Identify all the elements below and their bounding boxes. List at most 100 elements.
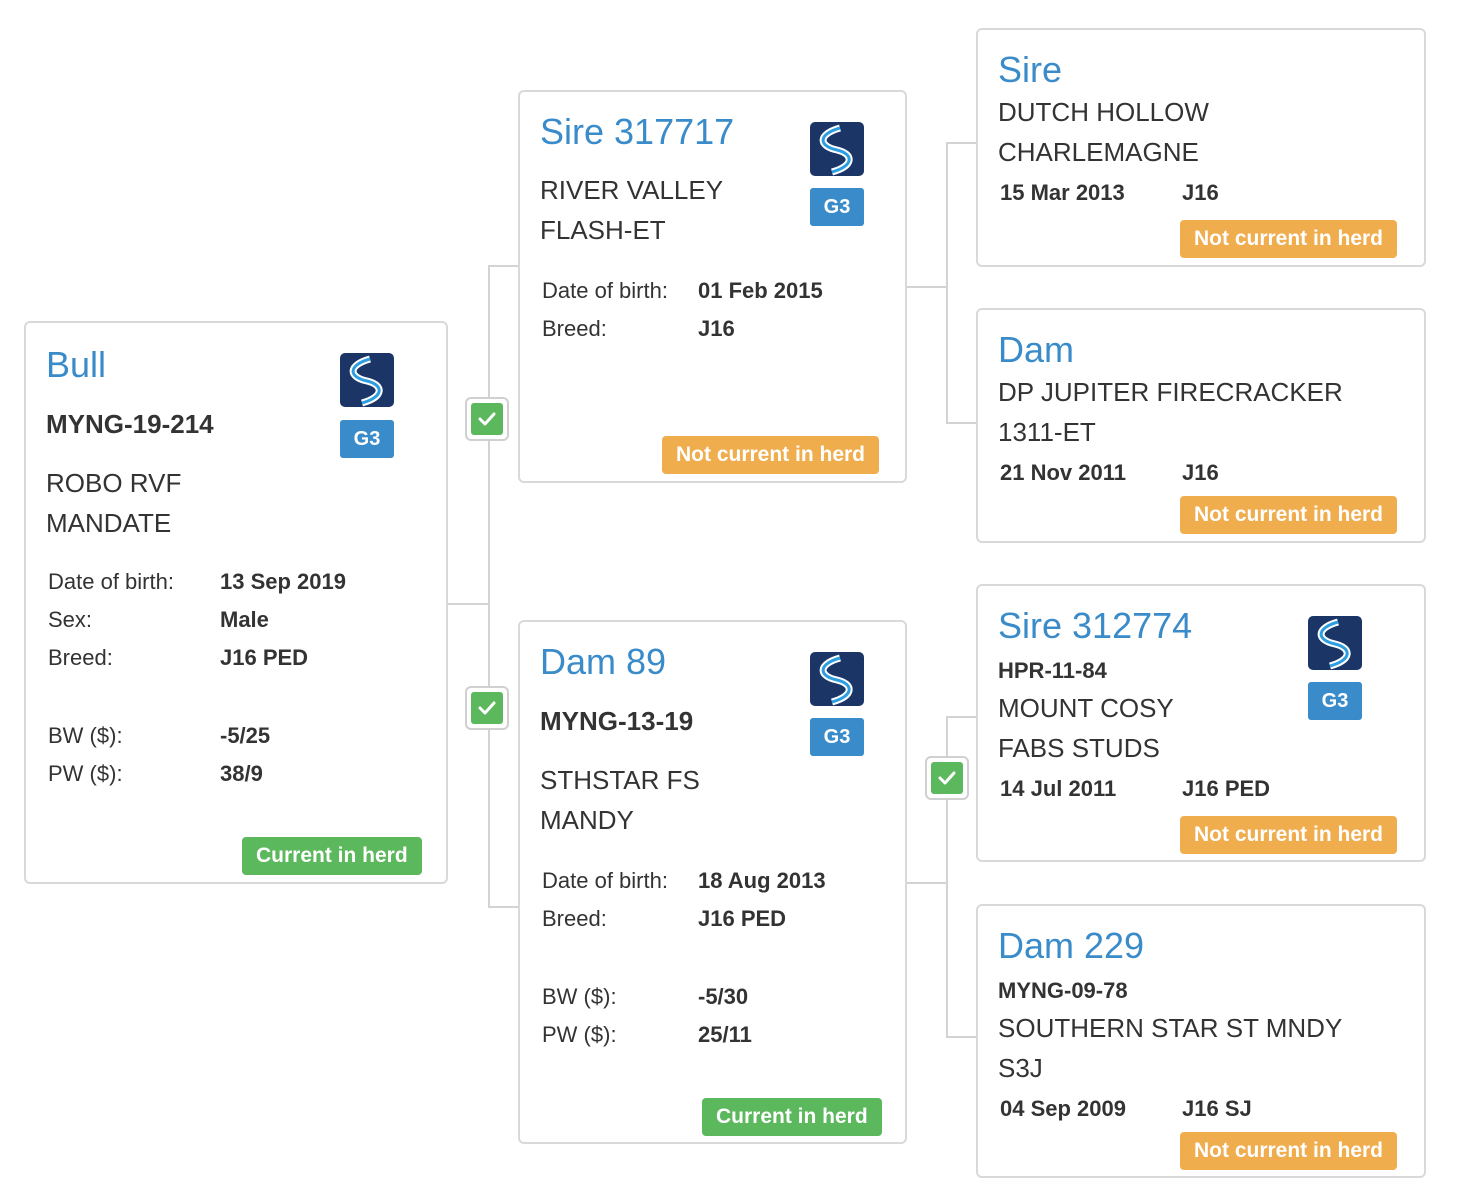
animal-name: STHSTAR FS MANDY: [540, 760, 700, 840]
maternal-grandsire-card[interactable]: Sire 312774 G3 HPR-11-84 MOUNT COSY FABS…: [976, 584, 1426, 862]
breed-value: J16: [698, 316, 735, 341]
animal-name: RIVER VALLEY FLASH-ET: [540, 170, 723, 250]
pw-value: 25/11: [698, 1022, 752, 1047]
herd-status-badge: Current in herd: [242, 837, 422, 875]
bw-value: -5/30: [698, 984, 749, 1009]
g3-badge: G3: [810, 188, 864, 226]
connector-line: [488, 265, 520, 267]
sire-verified-check[interactable]: [465, 397, 509, 441]
genomic-logo-icon: [1308, 616, 1362, 670]
animal-name-line: FLASH-ET: [540, 215, 666, 245]
animal-name: SOUTHERN STAR ST MNDY S3J: [998, 1008, 1342, 1088]
breed-label: Breed:: [542, 316, 607, 341]
bull-card[interactable]: Bull G3 MYNG-19-214 ROBO RVF MANDATE Dat…: [24, 321, 448, 884]
card-title: Sire 317717: [540, 111, 735, 152]
sex-value: Male: [220, 607, 269, 632]
card-title: Dam: [998, 329, 1075, 370]
breed-value: J16 PED: [698, 906, 787, 931]
dam-verified-check[interactable]: [465, 686, 509, 730]
dob-value: 14 Jul 2011: [1000, 776, 1117, 801]
herd-status-badge: Not current in herd: [1180, 816, 1398, 854]
animal-name-line: MANDATE: [46, 508, 172, 538]
genomic-logo-icon: [810, 652, 864, 706]
breed-label: Breed:: [542, 906, 607, 931]
check-icon: [471, 692, 503, 724]
sire-card[interactable]: Sire 317717 G3 RIVER VALLEY FLASH-ET Dat…: [518, 90, 907, 483]
bw-value: -5/25: [220, 723, 271, 748]
sex-label: Sex:: [48, 607, 93, 632]
animal-name-line: MOUNT COSY: [998, 693, 1174, 723]
card-title: Bull: [46, 344, 107, 385]
registration-number: MYNG-13-19: [540, 706, 694, 736]
paternal-grandsire-card[interactable]: Sire DUTCH HOLLOW CHARLEMAGNE 15 Mar 201…: [976, 28, 1426, 267]
genomic-logo-icon: [810, 122, 864, 176]
dob-value: 01 Feb 2015: [698, 278, 823, 303]
dob-value: 18 Aug 2013: [698, 868, 826, 893]
animal-name-line: SOUTHERN STAR ST MNDY: [998, 1013, 1343, 1043]
animal-name-line: RIVER VALLEY: [540, 175, 724, 205]
connector-line: [906, 882, 948, 884]
animal-name: ROBO RVF MANDATE: [46, 463, 181, 543]
genomic-logo-icon: [340, 353, 394, 407]
dob-label: Date of birth:: [48, 569, 174, 594]
animal-name: DUTCH HOLLOW CHARLEMAGNE: [998, 92, 1209, 172]
connector-line: [946, 716, 978, 718]
herd-status-badge: Not current in herd: [1180, 496, 1398, 534]
g3-badge: G3: [1308, 682, 1362, 720]
connector-line: [946, 716, 948, 1038]
animal-name-line: 1311-ET: [998, 417, 1096, 447]
dob-value: 04 Sep 2009: [1000, 1096, 1126, 1121]
connector-line: [448, 603, 490, 605]
g3-badge: G3: [810, 718, 864, 756]
dam-sire-verified-check[interactable]: [925, 756, 969, 800]
animal-name: MOUNT COSY FABS STUDS: [998, 688, 1174, 768]
animal-name-line: STHSTAR FS: [540, 765, 700, 795]
breed-label: Breed:: [48, 645, 113, 670]
connector-line: [946, 142, 948, 424]
dob-label: Date of birth:: [542, 278, 668, 303]
bw-label: BW ($):: [48, 723, 123, 748]
connector-line: [906, 286, 948, 288]
dob-value: 15 Mar 2013: [1000, 180, 1125, 205]
pw-value: 38/9: [220, 761, 263, 786]
card-title: Dam 229: [998, 925, 1145, 966]
connector-line: [946, 142, 978, 144]
animal-name: DP JUPITER FIRECRACKER 1311-ET: [998, 372, 1343, 452]
paternal-granddam-card[interactable]: Dam DP JUPITER FIRECRACKER 1311-ET 21 No…: [976, 308, 1426, 543]
herd-status-badge: Not current in herd: [1180, 1132, 1398, 1170]
bw-label: BW ($):: [542, 984, 617, 1009]
registration-number: MYNG-09-78: [998, 978, 1128, 1003]
dob-label: Date of birth:: [542, 868, 668, 893]
connector-line: [488, 906, 520, 908]
herd-status-badge: Current in herd: [702, 1098, 882, 1136]
breed-value: J16 SJ: [1182, 1096, 1252, 1121]
card-title: Sire: [998, 49, 1063, 90]
connector-line: [488, 265, 490, 908]
check-icon: [931, 762, 963, 794]
card-title: Sire 312774: [998, 605, 1193, 646]
animal-name-line: CHARLEMAGNE: [998, 137, 1199, 167]
animal-name-line: MANDY: [540, 805, 634, 835]
pw-label: PW ($):: [48, 761, 123, 786]
check-icon: [471, 403, 503, 435]
connector-line: [946, 422, 978, 424]
dob-value: 13 Sep 2019: [220, 569, 346, 594]
herd-status-badge: Not current in herd: [662, 436, 880, 474]
herd-status-badge: Not current in herd: [1180, 220, 1398, 258]
animal-name-line: ROBO RVF: [46, 468, 182, 498]
animal-name-line: FABS STUDS: [998, 733, 1160, 763]
g3-badge: G3: [340, 420, 394, 458]
breed-value: J16: [1182, 460, 1219, 485]
dob-value: 21 Nov 2011: [1000, 460, 1126, 485]
connector-line: [946, 1036, 978, 1038]
breed-value: J16 PED: [220, 645, 309, 670]
animal-name-line: S3J: [998, 1053, 1043, 1083]
maternal-granddam-card[interactable]: Dam 229 MYNG-09-78 SOUTHERN STAR ST MNDY…: [976, 904, 1426, 1178]
animal-name-line: DP JUPITER FIRECRACKER: [998, 377, 1343, 407]
card-title: Dam 89: [540, 641, 667, 682]
breed-value: J16: [1182, 180, 1219, 205]
pw-label: PW ($):: [542, 1022, 617, 1047]
dam-card[interactable]: Dam 89 G3 MYNG-13-19 STHSTAR FS MANDY Da…: [518, 620, 907, 1144]
animal-name-line: DUTCH HOLLOW: [998, 97, 1209, 127]
registration-number: MYNG-19-214: [46, 409, 214, 439]
